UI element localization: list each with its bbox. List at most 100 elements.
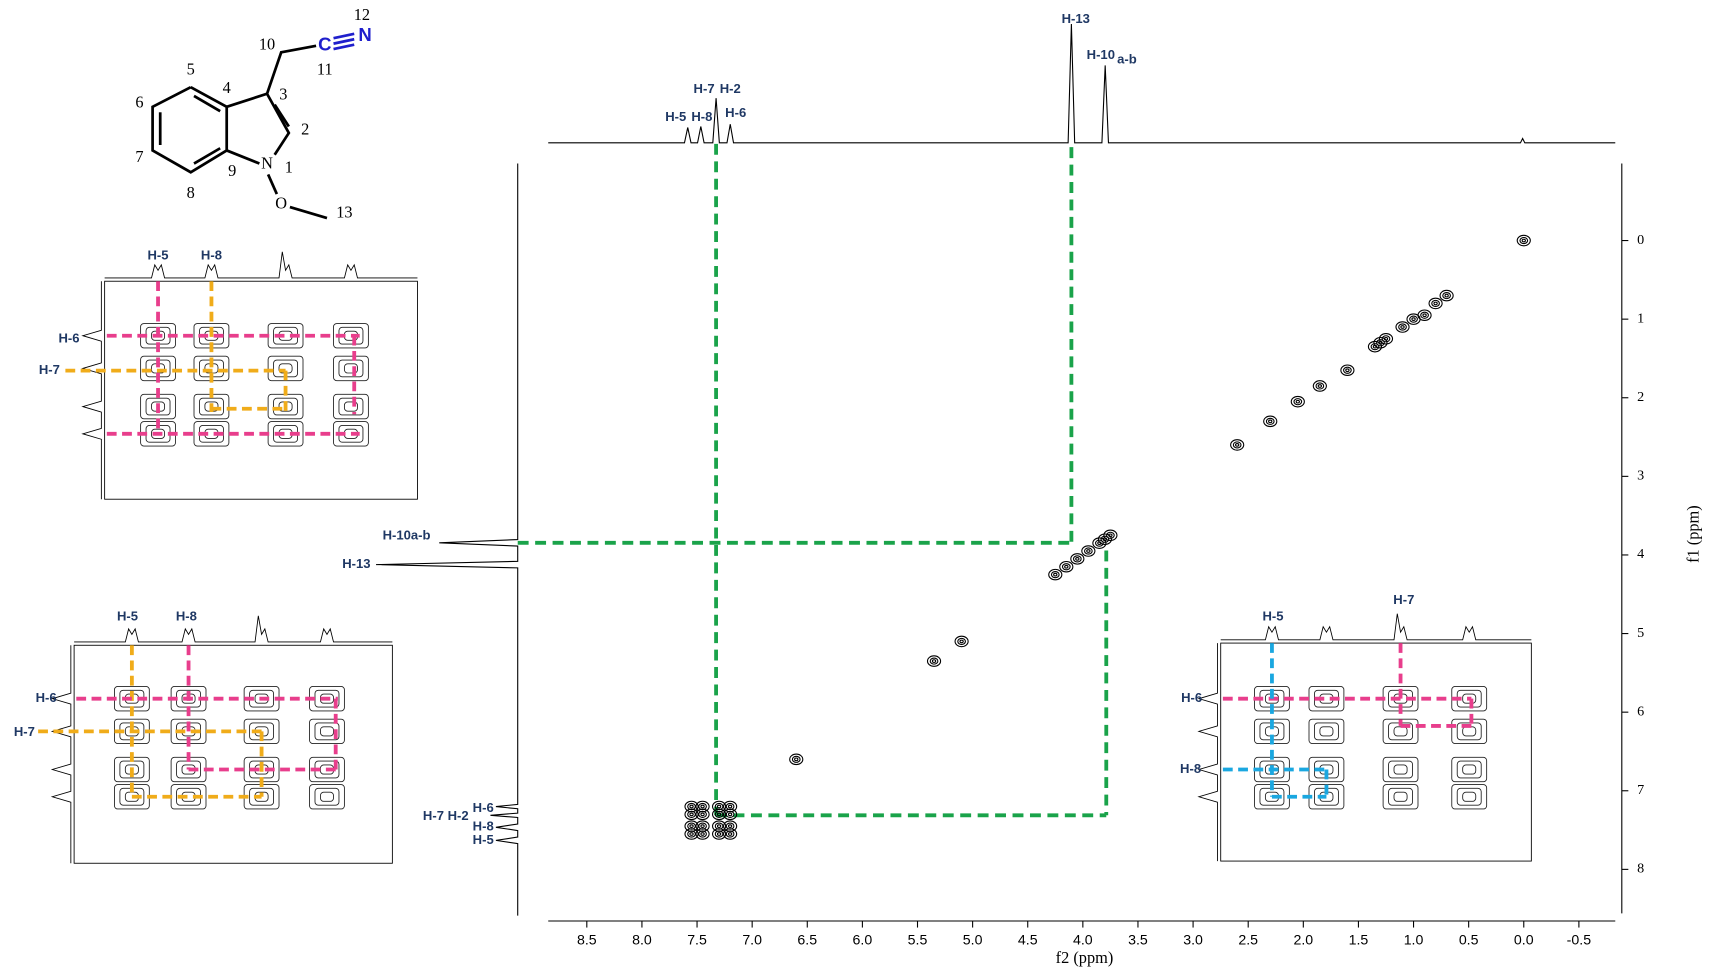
contour-peak	[712, 828, 727, 840]
contour-peak	[1070, 553, 1085, 565]
contour-peak	[1095, 539, 1104, 547]
x-tick-label: 0.5	[1459, 932, 1479, 948]
peak-label: H-5	[665, 109, 686, 124]
atom-number: 9	[228, 161, 236, 180]
contour-peak	[1372, 344, 1378, 349]
peak-label: H-7	[694, 81, 715, 96]
inset-contour	[1382, 784, 1419, 810]
inset-contour	[145, 397, 171, 416]
x-tick-label: 1.5	[1349, 932, 1369, 948]
y-tick-label: 8	[1637, 861, 1644, 877]
x-tick-label: 8.5	[577, 932, 597, 948]
inset-label: H-6	[36, 690, 57, 705]
contour-peak	[1097, 541, 1102, 546]
contour-peak	[791, 755, 801, 763]
contour-peak	[698, 810, 707, 818]
x-tick-label: 7.5	[687, 932, 707, 948]
contour-peak	[1293, 398, 1303, 406]
x-tick-label: 2.0	[1293, 932, 1313, 948]
contour-peak	[1431, 299, 1440, 308]
contour-peak	[954, 635, 969, 648]
inset-label: H-8	[176, 608, 197, 623]
contour-peak	[723, 808, 738, 821]
inset-contour	[1451, 718, 1488, 745]
inset-contour	[338, 397, 364, 416]
contour-peak	[1053, 572, 1058, 577]
contour-peak	[689, 812, 694, 817]
inset-contour	[1456, 760, 1482, 779]
contour-peak	[1295, 399, 1300, 404]
inset-label: H-8	[201, 248, 222, 263]
atom-number: 11	[317, 60, 333, 79]
inset-contour	[333, 355, 369, 382]
y-axis-label: f1 (ppm)	[1684, 505, 1703, 563]
contour-peak	[1230, 439, 1245, 451]
y-tick-label: 1	[1637, 310, 1644, 326]
inset-trace	[104, 251, 418, 279]
atom-number: 8	[187, 183, 195, 202]
x-tick-label: 6.5	[797, 932, 817, 948]
inset-label: H-5	[148, 248, 169, 263]
contour-peak	[1312, 380, 1327, 392]
inset-label: H-5	[1262, 608, 1283, 623]
inset-contour	[1451, 784, 1488, 810]
y-tick-label: 4	[1637, 546, 1644, 562]
contour-peak	[789, 753, 804, 766]
inset-contour	[309, 756, 345, 783]
peak-label-subscript: a-b	[1117, 51, 1137, 66]
inset-contour	[151, 428, 166, 439]
contour-peak	[1422, 313, 1427, 318]
inset-contour	[309, 784, 345, 810]
contour-peak	[687, 810, 696, 818]
contour-peak	[1343, 366, 1352, 374]
inset-contour	[1388, 760, 1413, 779]
contour-peak	[1084, 547, 1093, 555]
atom-number: 3	[279, 85, 287, 104]
atom-number: 6	[135, 92, 143, 111]
contour-peak	[700, 832, 705, 836]
contour-peak	[1367, 340, 1383, 353]
inset-contour	[1451, 756, 1488, 783]
inset-trace	[74, 615, 393, 643]
contour-peak	[1442, 291, 1451, 300]
contour-peak	[695, 828, 710, 840]
contour-peak	[1263, 415, 1278, 428]
contour-peak	[1103, 529, 1118, 542]
atom: N	[358, 24, 371, 45]
contour-peak	[926, 655, 942, 667]
y-tick-label: 0	[1637, 232, 1644, 248]
contour-peak	[1398, 323, 1407, 331]
contour-peak	[1433, 301, 1438, 306]
x-tick-label: 5.5	[908, 932, 928, 948]
contour-peak	[1086, 549, 1091, 553]
contour-peak	[727, 824, 733, 828]
contour-peak	[712, 808, 727, 821]
atom-number: 5	[187, 60, 195, 79]
contour-peak	[1519, 236, 1529, 245]
contour-peak	[1072, 555, 1082, 563]
peak-label: H-5	[473, 832, 494, 847]
contour-peak	[1516, 234, 1531, 247]
atom-number: 10	[259, 35, 275, 54]
inset-contour	[333, 393, 369, 420]
contour-peak	[1234, 443, 1240, 447]
contour-peak	[1100, 535, 1110, 543]
inset-label: H-7	[39, 362, 60, 377]
inset-contour	[1382, 718, 1419, 745]
contour-peak	[1411, 317, 1416, 322]
inset-contour	[199, 397, 224, 416]
inset-contour	[1393, 726, 1408, 737]
guide-lines	[517, 143, 1109, 818]
contour-peak	[1092, 537, 1107, 549]
inset-contour	[273, 397, 298, 416]
contour-peak	[1406, 313, 1421, 325]
contour-peak	[1345, 368, 1350, 373]
atom-number: 7	[135, 147, 143, 166]
inset-contour	[309, 718, 345, 745]
contour-peak	[684, 828, 699, 840]
inset-contour	[320, 791, 334, 802]
contour-peak	[1376, 339, 1385, 347]
x-axis-label: f2 (ppm)	[1056, 948, 1114, 967]
